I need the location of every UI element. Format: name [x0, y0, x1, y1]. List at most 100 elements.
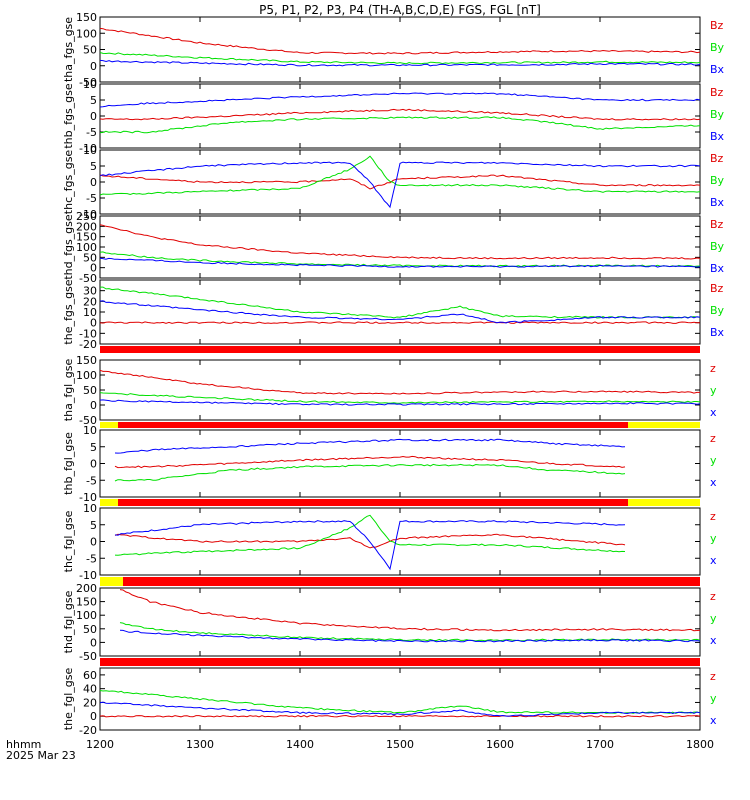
y-tick-label: 0	[90, 176, 97, 189]
y-tick-label: -10	[79, 208, 97, 221]
y-tick-label: -10	[79, 491, 97, 504]
y-tick-label: 150	[76, 231, 97, 244]
series-line-Bx	[99, 257, 701, 268]
series-line-x	[119, 629, 701, 643]
status-bar-segment	[118, 499, 628, 506]
legend-z: z	[710, 510, 716, 523]
status-bar	[100, 658, 700, 666]
series-line-y	[119, 622, 701, 642]
y-tick-label: -10	[79, 569, 97, 582]
y-tick-label: 200	[76, 220, 97, 233]
y-tick-label: 5	[90, 519, 97, 532]
series-line-x	[114, 438, 626, 454]
panel-thb_fgl_gse: 10 5 0 -5 -10 thb_fgl_gse zyx	[62, 424, 717, 504]
panel-frame	[99, 359, 701, 421]
y-tick-label: 100	[76, 369, 97, 382]
panel-frame	[99, 429, 701, 498]
series-line-Bx	[99, 300, 701, 324]
y-tick-label: -5	[86, 552, 97, 565]
y-tick-label: 100	[76, 241, 97, 254]
panel-frame	[99, 587, 701, 657]
series-line-Bx	[99, 59, 701, 67]
legend-y: y	[710, 384, 717, 397]
y-tick-label: 150	[76, 596, 97, 609]
legend-Bx: Bx	[710, 326, 725, 339]
y-axis-label: thb_fgl_gse	[62, 432, 75, 495]
legend-x: x	[710, 634, 717, 647]
x-axis: 1200 1300 1400 1500 1600 1700 1800	[86, 738, 714, 751]
x-tick-label: 1200	[86, 738, 114, 751]
legend-By: By	[710, 304, 725, 317]
y-tick-label: 0	[90, 110, 97, 123]
y-axis-label: tha_fgs_gse	[62, 17, 75, 82]
x-tick-label: 1700	[586, 738, 614, 751]
y-tick-label: 40	[83, 683, 97, 696]
legend-Bz: Bz	[710, 152, 724, 165]
y-tick-label: -5	[86, 192, 97, 205]
panel-tha_fgl_gse: 150 100 50 0 -50 tha_fgl_gse zyx	[62, 354, 717, 427]
y-tick-label: 10	[83, 424, 97, 437]
legend-z: z	[710, 362, 716, 375]
panel-frame	[99, 279, 701, 345]
y-tick-label: 50	[83, 623, 97, 636]
legend-Bx: Bx	[710, 196, 725, 209]
legend-x: x	[710, 554, 717, 567]
series-line-Bz	[99, 108, 701, 121]
y-axis-label: thd_fgs_gse	[62, 214, 75, 280]
legend-By: By	[710, 41, 725, 54]
y-tick-label: 10	[83, 502, 97, 515]
series-line-z	[119, 589, 701, 632]
series-line-y	[114, 463, 626, 482]
y-tick-label: 150	[76, 11, 97, 24]
y-axis-label: thc_fgs_gse	[62, 150, 75, 215]
series-line-Bz	[99, 224, 701, 260]
legend-y: y	[710, 532, 717, 545]
series-line-Bx	[99, 92, 701, 108]
legend-x: x	[710, 406, 717, 419]
y-tick-label: -50	[79, 650, 97, 663]
series-line-z	[114, 455, 626, 469]
y-tick-label: 5	[90, 441, 97, 454]
legend-x: x	[710, 714, 717, 727]
y-tick-label: 50	[83, 384, 97, 397]
series-line-y	[99, 690, 701, 714]
series-line-Bz	[99, 27, 701, 55]
y-tick-label: 150	[76, 354, 97, 367]
y-tick-label: 0	[90, 317, 97, 330]
legend-z: z	[710, 670, 716, 683]
panel-thc_fgs_gse: 10 5 0 -5 -10 thc_fgs_gse Bz By Bx	[62, 144, 725, 221]
status-bar-segment	[123, 577, 700, 586]
status-bars	[100, 346, 700, 666]
y-tick-label: 0	[90, 399, 97, 412]
plot-title: P5, P1, P2, P3, P4 (TH-A,B,C,D,E) FGS, F…	[259, 3, 541, 17]
x-tick-label: 1300	[186, 738, 214, 751]
y-tick-label: -20	[79, 724, 97, 737]
legend-x: x	[710, 476, 717, 489]
panel-frame	[99, 507, 701, 576]
panel-tha_fgs_gse: 150 100 50 0 -50 tha_fgs_gse Bz By Bx	[62, 11, 725, 89]
y-tick-label: 30	[83, 285, 97, 298]
legend-Bz: Bz	[710, 282, 724, 295]
series-line-z	[99, 369, 700, 395]
x-tick-label: 1800	[686, 738, 714, 751]
legend-Bz: Bz	[710, 86, 724, 99]
y-tick-label: 0	[90, 710, 97, 723]
y-tick-label: 20	[83, 295, 97, 308]
x-unit-label: hhmm	[6, 738, 41, 751]
y-tick-label: 50	[83, 44, 97, 57]
series-line-Bz	[99, 174, 701, 190]
y-tick-label: 50	[83, 251, 97, 264]
y-axis-label: thb_fgs_gse	[62, 83, 75, 149]
legend-By: By	[710, 174, 725, 187]
x-tick-label: 1500	[386, 738, 414, 751]
legend-Bx: Bx	[710, 130, 725, 143]
y-axis-label: thd_fgl_gse	[62, 590, 75, 653]
y-tick-label: 200	[76, 582, 97, 595]
y-tick-label: 100	[76, 609, 97, 622]
y-axis-label: thc_fgl_gse	[62, 510, 75, 572]
